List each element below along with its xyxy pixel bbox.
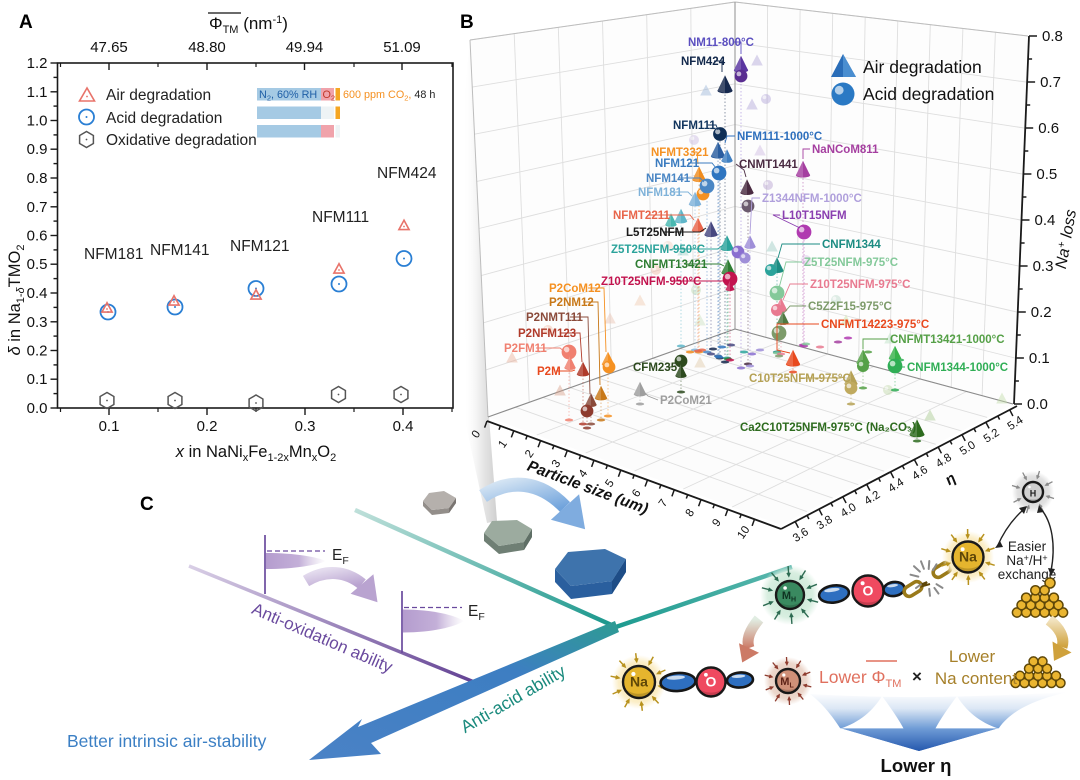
svg-text:N2, 60% RH: N2, 60% RH [259,89,317,103]
svg-text:C10T25NFM-975°C: C10T25NFM-975°C [749,373,851,385]
svg-text:Better intrinsic air-stability: Better intrinsic air-stability [67,731,267,751]
svg-text:Easier: Easier [1008,539,1047,554]
svg-text:L5T25NFM: L5T25NFM [626,227,684,239]
svg-text:Z5T25NFM-975°C: Z5T25NFM-975°C [804,257,898,269]
svg-text:0.5: 0.5 [1036,166,1057,183]
svg-text:×: × [912,667,922,686]
svg-text:0.0: 0.0 [27,400,48,417]
svg-text:0.1: 0.1 [27,371,48,388]
svg-text:0.6: 0.6 [1038,120,1059,137]
svg-text:NFM141: NFM141 [646,173,691,185]
svg-text:0.3: 0.3 [1033,258,1054,275]
svg-text:Air degradation: Air degradation [106,87,211,104]
svg-text:L10T15NFM: L10T15NFM [782,210,847,222]
svg-text:P2NM12: P2NM12 [549,297,594,309]
svg-text:0.2: 0.2 [27,343,48,360]
svg-text:Na: Na [630,674,648,690]
svg-text:0.1: 0.1 [1029,350,1050,367]
svg-text:0.2: 0.2 [1031,304,1052,321]
svg-text:48.80: 48.80 [188,39,226,56]
svg-text:P2NMT111: P2NMT111 [526,312,583,324]
svg-text:NaNCoM811: NaNCoM811 [812,144,879,156]
svg-text:NFM424: NFM424 [681,56,726,68]
svg-text:0.2: 0.2 [197,418,218,435]
svg-text:0.7: 0.7 [1040,74,1061,91]
svg-text:CNFMT13421-1000°C: CNFMT13421-1000°C [890,334,1005,346]
svg-text:Na: Na [959,549,977,565]
svg-text:P2NFM123: P2NFM123 [518,328,576,340]
svg-text:0.4: 0.4 [27,285,48,302]
svg-text:H: H [1030,489,1037,499]
svg-text:A: A [19,12,33,33]
svg-text:NFM181: NFM181 [638,187,683,199]
svg-text:49.94: 49.94 [286,39,324,56]
svg-text:0.8: 0.8 [27,170,48,187]
svg-text:NFMT3321: NFMT3321 [651,147,709,159]
svg-text:0.8: 0.8 [1042,28,1063,45]
svg-text:0.0: 0.0 [1027,396,1048,413]
svg-text:1.1: 1.1 [27,84,48,101]
svg-text:CNFMT14223-975°C: CNFMT14223-975°C [821,319,929,331]
svg-text:0.4: 0.4 [1035,212,1056,229]
svg-text:CNFM1344-1000°C: CNFM1344-1000°C [907,362,1008,374]
svg-text:Ca2C10T25NFM-975°C (Na₂CO₃): Ca2C10T25NFM-975°C (Na₂CO₃) [740,422,916,434]
svg-text:Z10T25NFM-975°C: Z10T25NFM-975°C [810,279,910,291]
svg-text:P2CoM12: P2CoM12 [549,283,601,295]
svg-text:NFM121: NFM121 [230,238,289,255]
svg-text:O: O [706,674,717,690]
svg-text:NFM111-1000°C: NFM111-1000°C [737,131,822,143]
svg-text:Lower η: Lower η [881,755,952,776]
svg-text:0.1: 0.1 [99,418,120,435]
svg-text:CNFMT13421: CNFMT13421 [635,259,708,271]
svg-text:1.0: 1.0 [27,113,48,130]
svg-text:CNMT1441: CNMT1441 [739,159,798,171]
svg-text:Lower: Lower [949,647,996,666]
svg-text:0.7: 0.7 [27,199,48,216]
svg-text:P2M: P2M [537,366,561,378]
svg-text:0.3: 0.3 [295,418,316,435]
svg-text:0.9: 0.9 [27,141,48,158]
svg-text:O: O [863,583,874,599]
svg-text:Acid degradation: Acid degradation [863,84,994,104]
svg-text:NFM111: NFM111 [673,120,716,132]
svg-text:NFMT2211: NFMT2211 [613,210,670,222]
svg-text:NFM111: NFM111 [312,209,369,226]
svg-text:1.2: 1.2 [27,55,48,72]
svg-text:NM11-800°C: NM11-800°C [688,37,754,49]
svg-text:B: B [460,12,474,33]
svg-text:NFM424: NFM424 [377,165,437,182]
svg-text:Air degradation: Air degradation [863,57,982,77]
svg-text:CFM235: CFM235 [633,362,678,374]
svg-text:Na+/H+: Na+/H+ [1006,553,1047,568]
svg-text:Acid degradation: Acid degradation [106,110,222,127]
svg-text:P2FM11: P2FM11 [504,343,547,355]
svg-text:C: C [140,494,154,515]
svg-text:exchange: exchange [998,567,1057,582]
svg-text:C5Z2F15-975°C: C5Z2F15-975°C [808,301,892,313]
svg-text:x in NaNixFe1-2xMnxO2: x in NaNixFe1-2xMnxO2 [175,443,337,464]
svg-text:0.5: 0.5 [27,256,48,273]
svg-text:51.09: 51.09 [383,39,421,56]
svg-text:600 ppm CO2, 48 h: 600 ppm CO2, 48 h [343,89,435,103]
svg-text:0.4: 0.4 [393,418,414,435]
svg-text:δ in Na1-δTMO2: δ in Na1-δTMO2 [6,245,27,356]
svg-text:Na content: Na content [935,669,1017,688]
svg-text:Z5T25NFM-950°C: Z5T25NFM-950°C [611,244,705,256]
svg-text:Z1344NFM-1000°C: Z1344NFM-1000°C [762,193,862,205]
svg-text:0.6: 0.6 [27,228,48,245]
svg-text:NFM141: NFM141 [150,242,209,259]
svg-text:Lower ΦTM: Lower ΦTM [819,667,901,690]
svg-text:0.3: 0.3 [27,314,48,331]
svg-text:NFM121: NFM121 [655,158,700,170]
svg-text:NFM181: NFM181 [84,246,143,263]
svg-text:47.65: 47.65 [90,39,128,56]
svg-text:Oxidative degradation: Oxidative degradation [106,132,257,149]
svg-text:Z10T25NFM-950°C: Z10T25NFM-950°C [601,276,701,288]
svg-text:CNFM1344: CNFM1344 [822,239,881,251]
svg-text:P2CoM21: P2CoM21 [660,395,712,407]
